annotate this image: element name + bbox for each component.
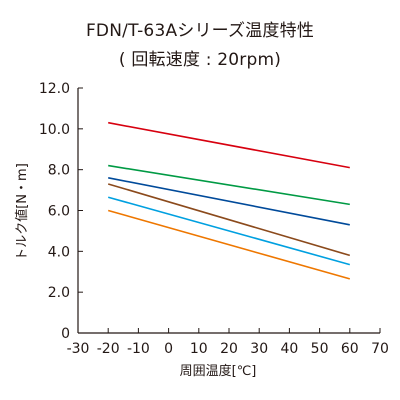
series-lines	[107, 121, 351, 280]
y-tick-label: 4.0	[48, 244, 70, 260]
series-line-5	[107, 196, 351, 266]
chart-title: FDN/T-63Aシリーズ温度特性	[85, 21, 315, 41]
x-tick-label: 10	[190, 341, 208, 357]
x-tick-label: -10	[127, 341, 150, 357]
x-tick-label: -30	[67, 341, 90, 357]
y-tick-label: 0	[61, 326, 70, 342]
x-tick-label: 70	[371, 341, 389, 357]
series-line-2	[108, 164, 350, 206]
series-line-3	[108, 177, 350, 226]
y-tick-label: 12.0	[39, 81, 70, 97]
y-tick-label: 6.0	[48, 204, 70, 220]
x-tick-label: 60	[341, 341, 359, 357]
y-tick-label: 2.0	[48, 285, 70, 301]
x-tick-label: 50	[311, 341, 329, 357]
x-axis-label: 周囲温度[℃]	[180, 363, 257, 379]
y-tick-label: 8.0	[48, 163, 70, 179]
chart-subtitle: ( 回転速度 : 20rpm)	[118, 50, 282, 70]
y-tick-label: 10.0	[39, 122, 70, 138]
y-axis-label: トルク値[N・m]	[14, 163, 30, 261]
series-line-4	[107, 183, 351, 257]
series-line-6	[107, 209, 351, 280]
x-tick-label: -20	[97, 341, 120, 357]
x-tick-label: 20	[220, 341, 238, 357]
x-tick-label: 0	[164, 341, 173, 357]
series-line-1	[108, 121, 350, 169]
x-tick-label: 40	[280, 341, 298, 357]
x-axis-ticks: -30 -20 -10 0 10 20 30 40 50 60 70	[67, 328, 389, 357]
y-axis-ticks: 0 2.0 4.0 6.0 8.0 10.0 12.0	[39, 81, 83, 342]
x-tick-label: 30	[250, 341, 268, 357]
